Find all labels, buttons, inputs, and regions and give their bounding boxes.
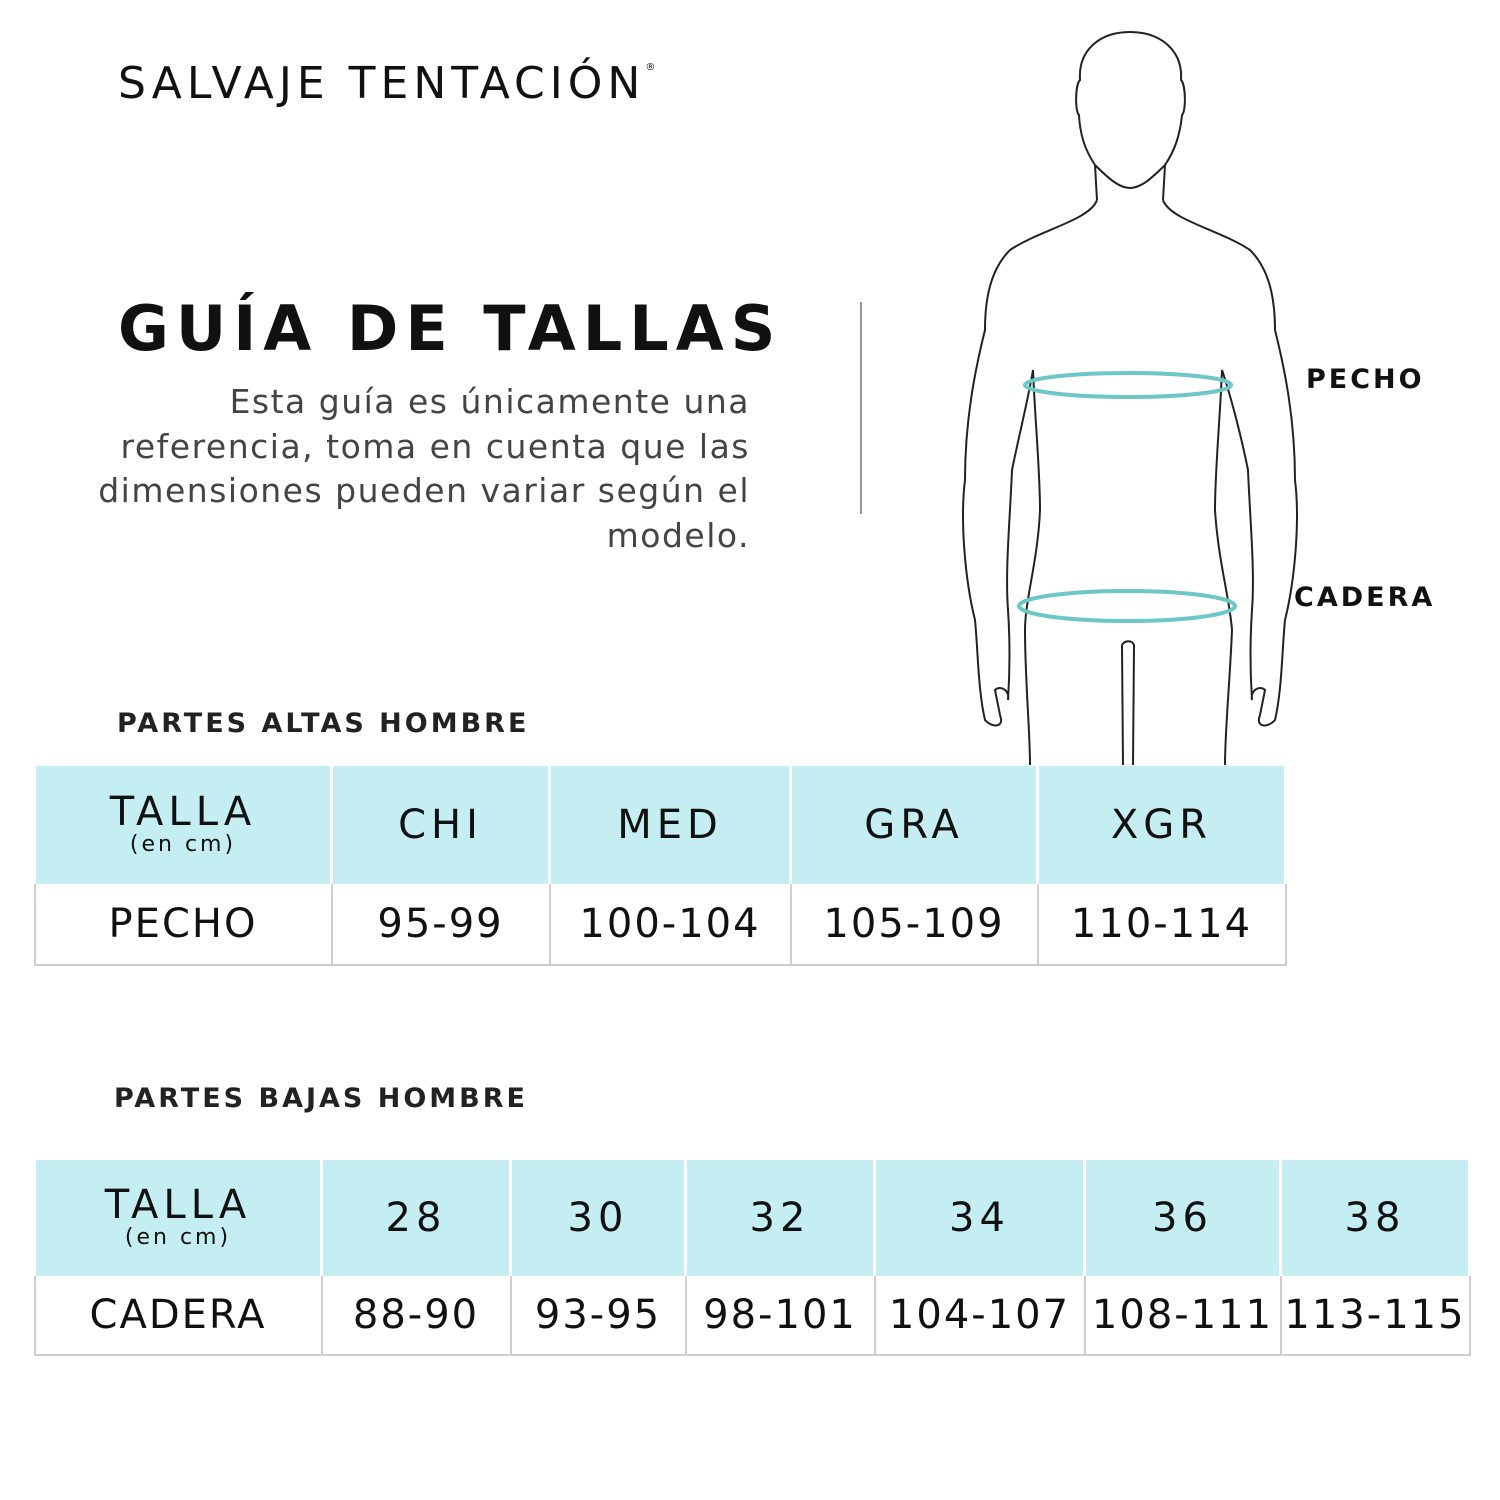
brand-name: SALVAJE TENTACIÓN <box>118 58 646 109</box>
size-header: 30 <box>509 1160 687 1276</box>
value-cell: 113-115 <box>1279 1276 1471 1356</box>
inseam <box>1120 640 1136 766</box>
bottoms-size-table: TALLA (en cm) 28 30 32 34 36 38 CADERA 88… <box>33 1160 1471 1356</box>
size-header: MED <box>548 766 792 884</box>
table-header-row: TALLA (en cm) CHI MED GRA XGR <box>33 766 1287 884</box>
value-cell: 110-114 <box>1036 884 1287 966</box>
size-header: 38 <box>1279 1160 1471 1276</box>
hip-label: CADERA <box>1294 582 1436 613</box>
brand-logo: SALVAJE TENTACIÓN® <box>118 58 655 109</box>
size-header: XGR <box>1036 766 1287 884</box>
table-row: PECHO 95-99 100-104 105-109 110-114 <box>33 884 1287 966</box>
size-header: 36 <box>1083 1160 1282 1276</box>
table-header-row: TALLA (en cm) 28 30 32 34 36 38 <box>33 1160 1471 1276</box>
talla-header: TALLA (en cm) <box>33 1160 323 1276</box>
value-cell: 108-111 <box>1083 1276 1282 1356</box>
head-outline <box>1075 30 1186 201</box>
right-side-outline <box>1162 199 1298 766</box>
value-cell: 88-90 <box>320 1276 512 1356</box>
left-side-outline <box>962 199 1098 766</box>
chest-measure-ring <box>1023 371 1233 399</box>
tops-size-table: TALLA (en cm) CHI MED GRA XGR PECHO 95-99… <box>33 766 1287 966</box>
size-header: 32 <box>684 1160 876 1276</box>
size-header: 34 <box>873 1160 1086 1276</box>
table-row: CADERA 88-90 93-95 98-101 104-107 108-11… <box>33 1276 1471 1356</box>
page-title: GUÍA DE TALLAS <box>118 292 783 365</box>
value-cell: 98-101 <box>684 1276 876 1356</box>
hip-measure-ring <box>1017 589 1237 623</box>
chest-label: PECHO <box>1306 364 1425 395</box>
value-cell: 100-104 <box>548 884 792 966</box>
value-cell: 104-107 <box>873 1276 1086 1356</box>
tops-section-title: PARTES ALTAS HOMBRE <box>117 708 530 739</box>
divider <box>860 302 862 514</box>
talla-header: TALLA (en cm) <box>33 766 333 884</box>
value-cell: 93-95 <box>509 1276 687 1356</box>
registered-mark: ® <box>645 62 656 73</box>
size-header: 28 <box>320 1160 512 1276</box>
body-figure-illustration <box>962 30 1298 766</box>
size-header: CHI <box>330 766 551 884</box>
size-header: GRA <box>789 766 1039 884</box>
value-cell: 95-99 <box>330 884 551 966</box>
row-label: PECHO <box>33 884 333 966</box>
row-label: CADERA <box>33 1276 323 1356</box>
bottoms-section-title: PARTES BAJAS HOMBRE <box>114 1083 528 1114</box>
value-cell: 105-109 <box>789 884 1039 966</box>
chin <box>1094 164 1166 190</box>
description: Esta guía es únicamente una referencia, … <box>98 382 750 555</box>
